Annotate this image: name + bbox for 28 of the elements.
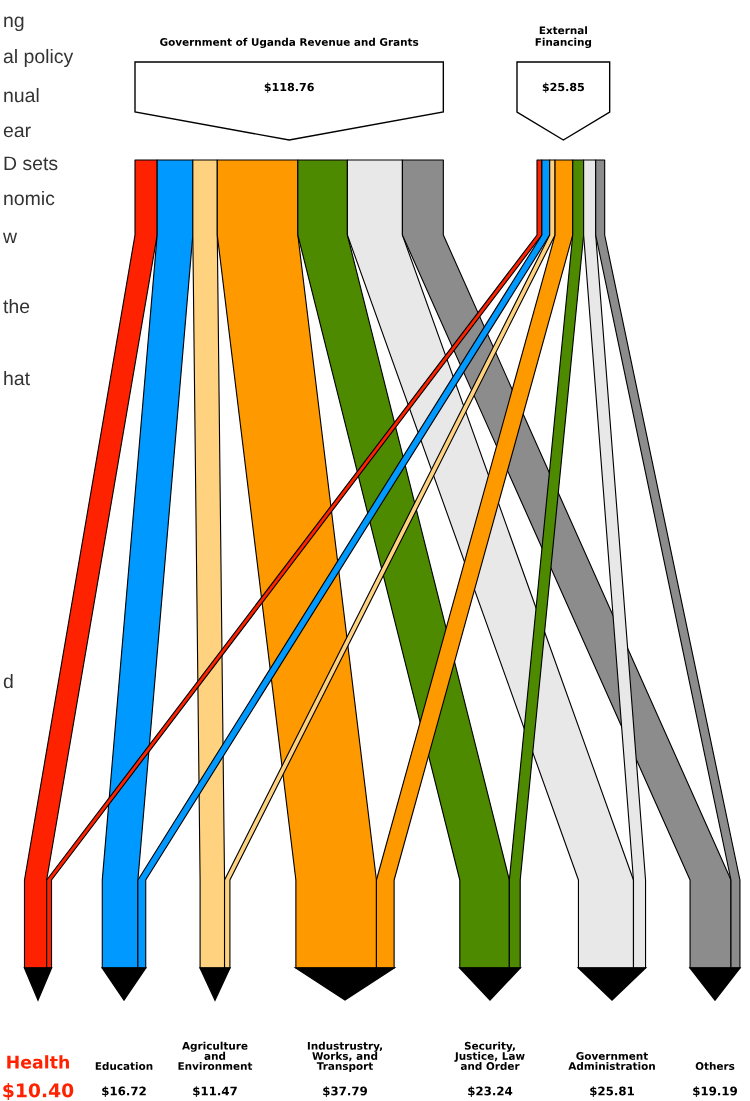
data-label: $23.24 — [468, 1086, 513, 1097]
text: the — [3, 298, 30, 314]
text: ear — [3, 126, 31, 138]
text: $25.85 — [542, 82, 584, 93]
category-label: Industrustry, Works, and Transport — [307, 1041, 383, 1072]
text: Government of Uganda Revenue and Grants — [160, 37, 419, 48]
category-label: Security, Justice, Law and Order — [454, 1041, 525, 1070]
category-label: Education — [95, 1061, 153, 1070]
data-label: $37.79 — [323, 1086, 368, 1097]
category-label: Others — [695, 1061, 735, 1070]
data-label: $11.47 — [193, 1086, 237, 1097]
data-label: $25.81 — [590, 1086, 634, 1097]
text: ng — [4, 16, 24, 32]
text: nual — [4, 87, 39, 103]
text: al policy — [3, 48, 74, 68]
data-label: $19.19 — [693, 1086, 738, 1097]
text: hat — [4, 370, 30, 386]
category-label: Health — [7, 1055, 69, 1069]
text: D sets — [4, 156, 58, 171]
text: External Financing — [535, 26, 592, 48]
text: $118.76 — [264, 82, 314, 93]
category-label: Agriculture and Environment — [178, 1041, 253, 1070]
data-label: $16.72 — [102, 1086, 146, 1097]
text: nomic — [4, 190, 55, 206]
text: d — [3, 673, 13, 689]
text: w — [2, 232, 18, 244]
category-label: Government Administration — [568, 1052, 655, 1070]
data-label: $10.40 — [3, 1082, 74, 1100]
